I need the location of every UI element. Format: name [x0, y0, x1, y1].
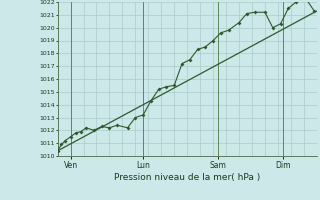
X-axis label: Pression niveau de la mer( hPa ): Pression niveau de la mer( hPa ): [114, 173, 260, 182]
